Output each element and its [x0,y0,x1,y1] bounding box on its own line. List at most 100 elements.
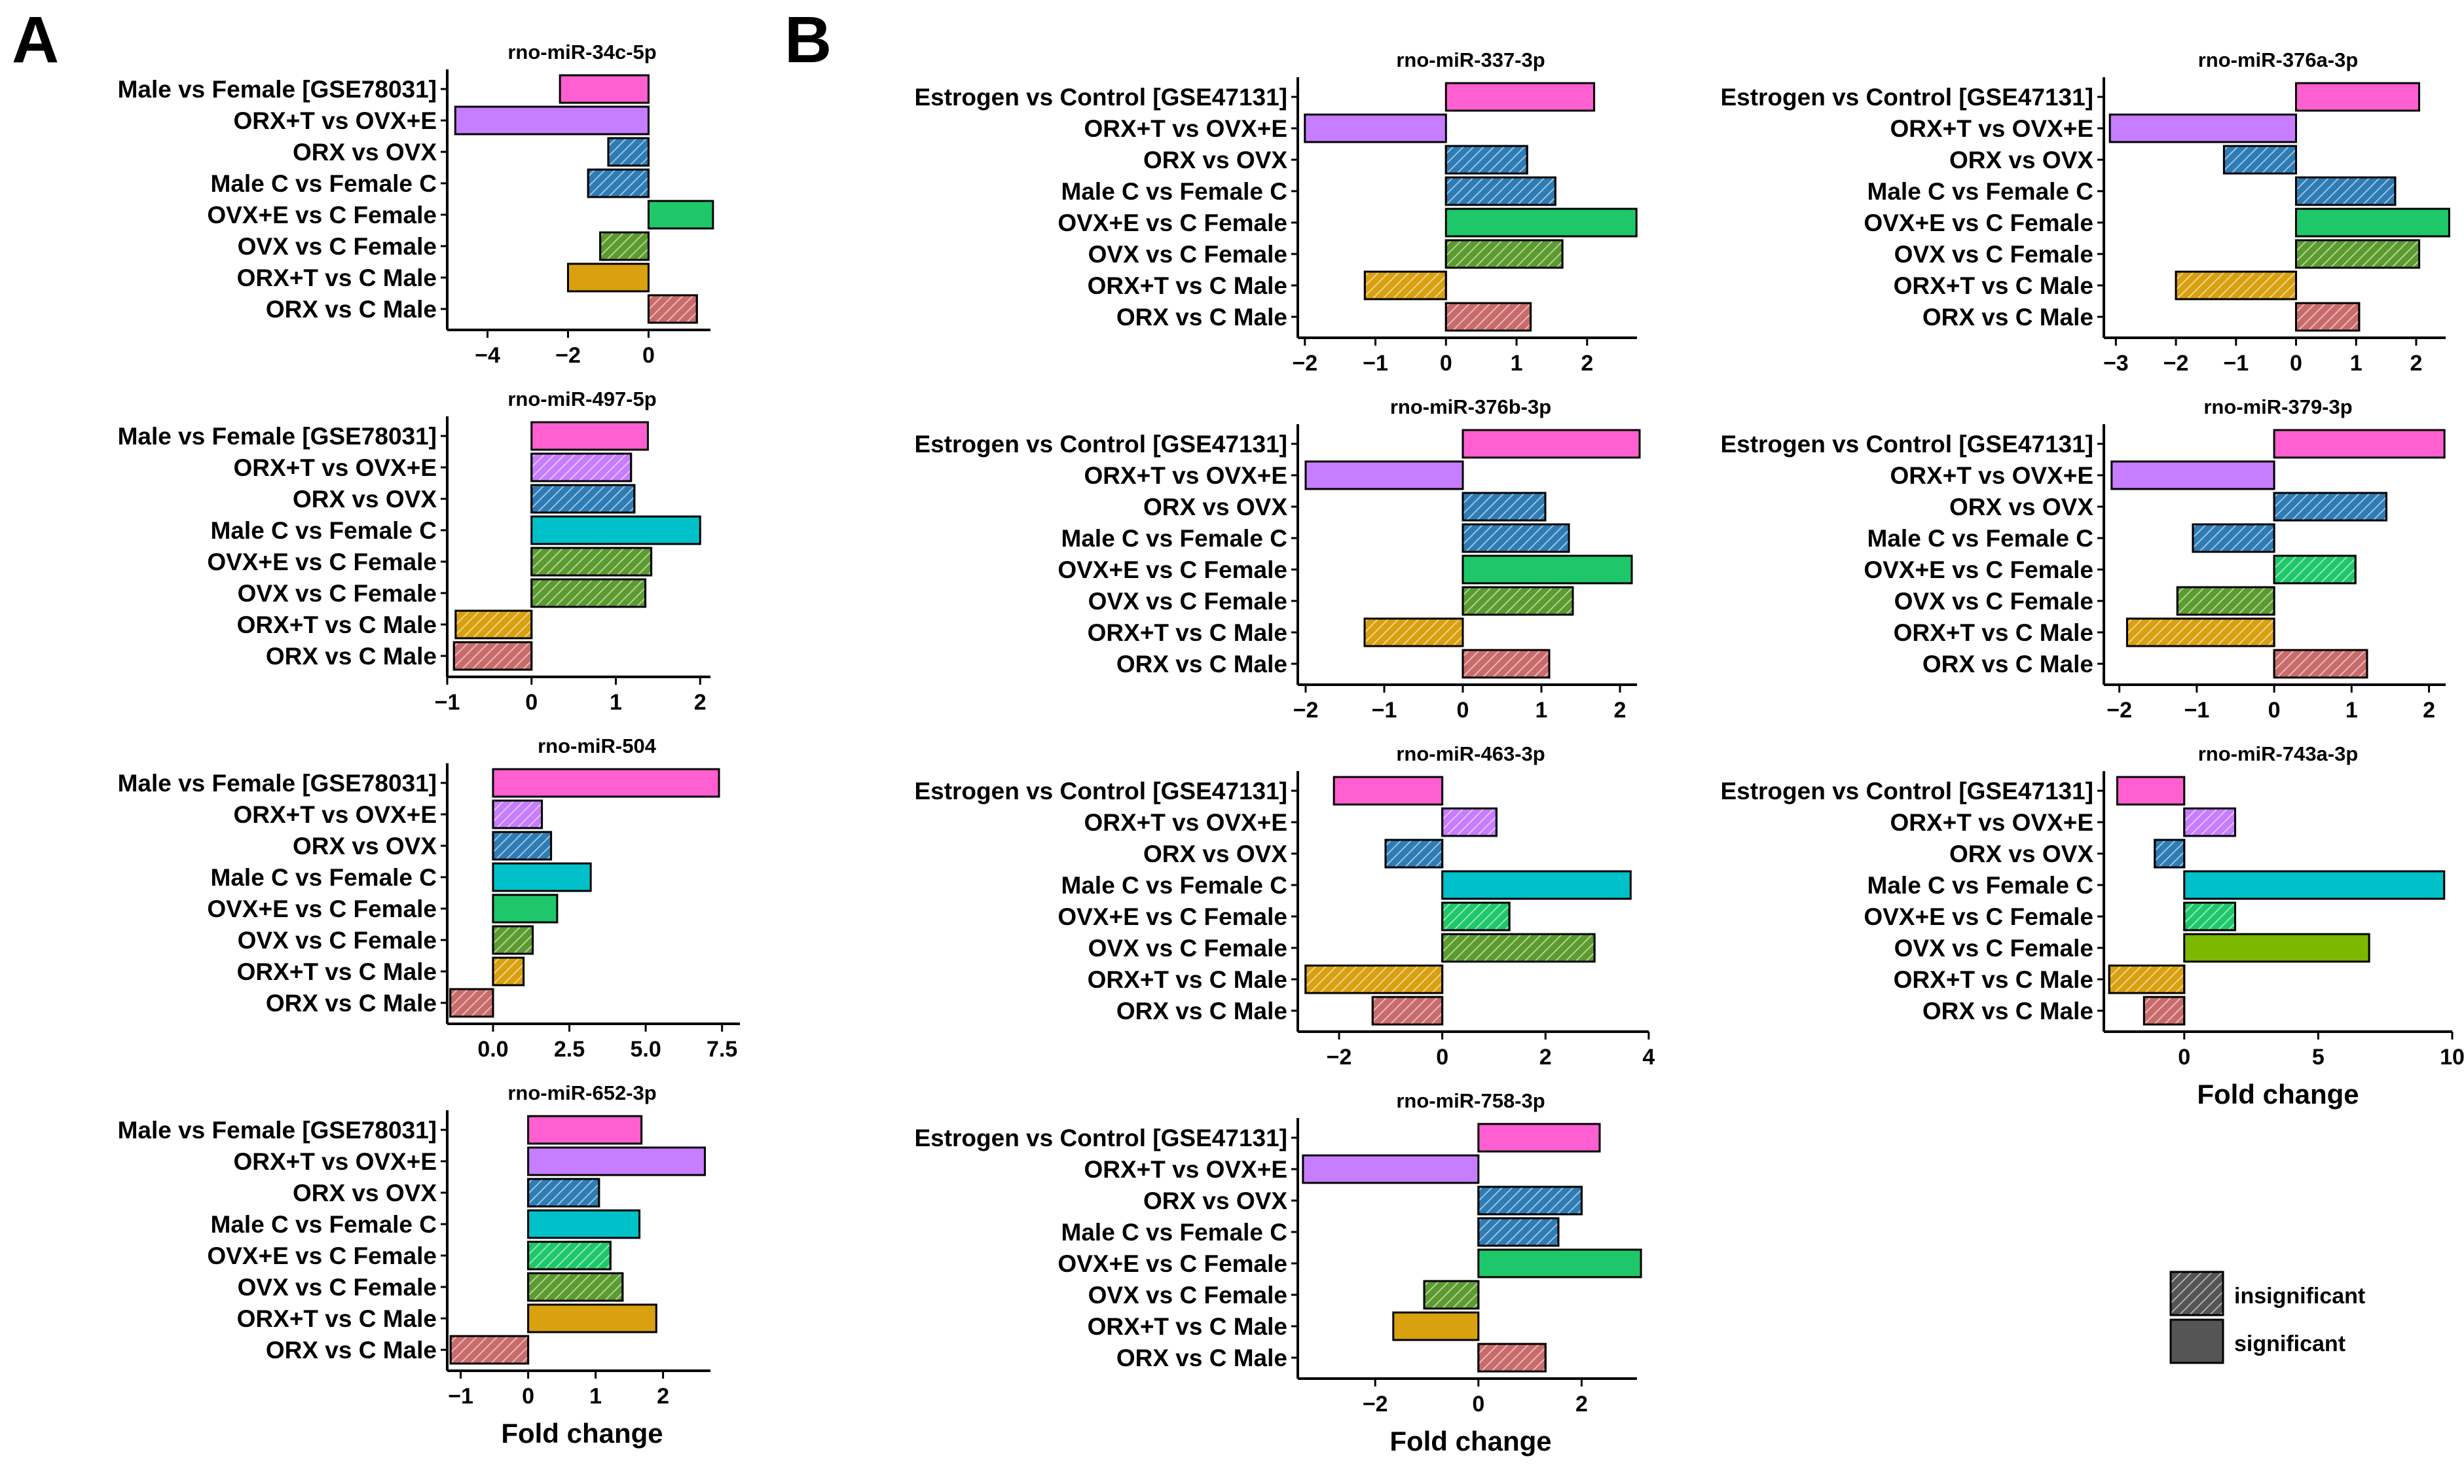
category-label: Estrogen vs Control [GSE47131] [914,84,1287,111]
category-label: OVX+E vs C Female [207,549,437,575]
bar-hatch [2176,586,2275,616]
category-label: Male vs Female [GSE78031] [118,1117,437,1144]
category-label: ORX vs OVX [1949,494,2093,520]
bar [527,1146,706,1176]
bar [566,262,650,293]
category-label: ORX+T vs OVX+E [1890,462,2093,489]
bar-hatch [2142,996,2186,1026]
bar-hatch [1384,839,1444,869]
category-label: OVX+E vs C Female [207,202,437,228]
x-tick-label: 0 [522,1384,534,1409]
bar-hatch [2273,492,2388,522]
category-label: Male vs Female [GSE78031] [118,423,437,450]
category-label: ORX+T vs OVX+E [1084,809,1287,836]
x-tick-label: −1 [2223,351,2249,376]
legend-label-insignificant: insignificant [2234,1284,2365,1309]
x-tick-label: 2 [2410,351,2423,376]
category-label: OVX+E vs C Female [1864,209,2093,236]
bar-hatch [1444,176,1556,206]
category-label: OVX vs C Female [238,580,437,607]
bar-hatch [452,641,533,671]
category-label: ORX vs OVX [293,833,437,860]
bar-hatch [1462,492,1547,522]
x-tick-label: 0 [2178,1045,2190,1070]
category-label: Male C vs Female C [1867,525,2093,552]
category-label: OVX vs C Female [1088,1282,1287,1309]
x-tick-label: 2 [1581,351,1593,376]
x-tick-label: 2 [1614,698,1627,723]
bar-hatch [2192,523,2275,553]
chart-rno-miR-376b-3p: rno-miR-376b-3p Estrogen vs Control [GSE4… [914,395,1641,723]
bar-hatch [492,956,525,986]
bar-hatch [1423,1280,1480,1310]
category-label: Male C vs Female C [1061,178,1287,205]
bar [1304,460,1464,490]
category-label: Estrogen vs Control [GSE47131] [1720,778,2093,805]
category-label: ORX vs C Male [266,990,437,1017]
category-label: Male C vs Female C [1061,1219,1287,1246]
x-tick-label: 2 [694,690,707,715]
x-tick-label: −2 [555,343,581,368]
category-label: Male C vs Female C [1061,525,1287,552]
chart-rno-miR-34c-5p: rno-miR-34c-5p Male vs Female [GSE78031] O… [118,41,714,368]
chart-title: rno-miR-652-3p [507,1081,656,1104]
category-label: Male C vs Female C [211,864,437,891]
chart-title: rno-miR-376b-3p [1390,395,1551,418]
x-tick-label: 2 [1539,1045,1552,1070]
chart-rno-miR-758-3p: rno-miR-758-3p Estrogen vs Control [GSE47… [914,1089,1642,1457]
bar-hatch [527,1178,600,1208]
category-label: OVX vs C Female [1088,588,1287,615]
category-label: Male C vs Female C [1867,872,2093,899]
category-label: ORX vs OVX [1949,147,2093,173]
category-label: OVX+E vs C Female [1057,1250,1287,1277]
bar-hatch [1462,523,1570,553]
bar-hatch [1441,933,1596,963]
chart-title: rno-miR-34c-5p [507,41,656,63]
bar-hatch [607,137,650,167]
x-tick-label: 1 [2350,351,2363,376]
bar-hatch [2273,554,2357,585]
bar [559,74,650,104]
chart-rno-miR-337-3p: rno-miR-337-3p Estrogen vs Control [GSE47… [914,48,1638,376]
bar-hatch [1444,145,1528,175]
x-tick-label: 0 [642,343,655,368]
bar [1304,113,1447,143]
x-tick-label: −4 [475,343,500,368]
category-label: OVX+E vs C Female [1057,903,1287,930]
bar [1477,1123,1601,1153]
x-tick-label: −2 [2163,351,2189,376]
bar-hatch [449,1335,530,1365]
category-label: OVX vs C Female [238,927,437,954]
x-axis-label: Fold change [501,1418,663,1449]
chart-rno-miR-376a-3p: rno-miR-376a-3p Estrogen vs Control [GSE4… [1720,48,2450,376]
bar [492,768,720,798]
chart-title: rno-miR-376a-3p [2198,48,2359,71]
category-label: OVX+E vs C Female [1057,556,1287,583]
bar [647,200,714,230]
bar [1462,554,1633,585]
category-label: OVX+E vs C Female [1864,903,2093,930]
category-label: Estrogen vs Control [GSE47131] [914,431,1287,458]
x-tick-label: −1 [2184,698,2209,723]
bar-hatch [530,484,636,514]
chart-title: rno-miR-497-5p [507,388,656,410]
bar [2116,776,2186,806]
bar [492,894,559,924]
category-label: OVX+E vs C Female [207,896,437,922]
bar-hatch [527,1240,612,1271]
category-label: ORX vs OVX [1949,841,2093,867]
bar [527,1209,641,1239]
category-label: ORX+T vs C Male [1088,966,1287,993]
category-label: Male C vs Female C [1061,872,1287,899]
bar-hatch [1441,901,1511,932]
category-label: ORX vs C Male [1116,998,1287,1024]
bar-hatch [492,925,534,955]
category-label: ORX+T vs OVX+E [233,1148,437,1175]
x-tick-label: −1 [1372,698,1397,723]
bar-hatch [1462,649,1551,679]
bar [1441,870,1632,900]
category-label: ORX vs OVX [293,486,437,513]
category-label: OVX vs C Female [1894,241,2093,268]
category-label: ORX vs OVX [1143,147,1287,173]
category-label: ORX+T vs OVX+E [233,801,437,828]
